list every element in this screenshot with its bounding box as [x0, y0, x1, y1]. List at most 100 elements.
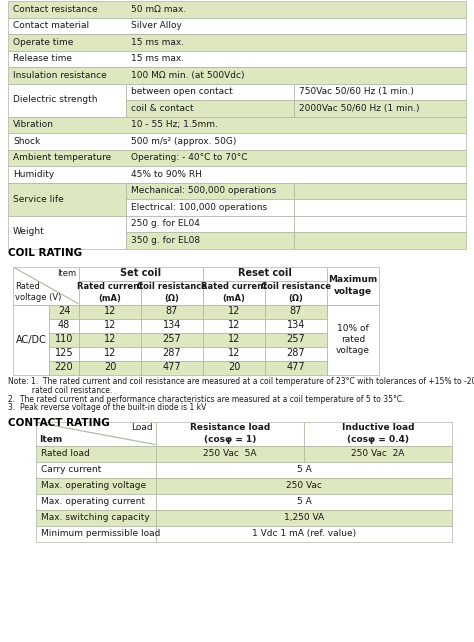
Text: 257: 257 — [163, 334, 182, 345]
Bar — [36, 494, 156, 510]
Text: 12: 12 — [104, 349, 116, 358]
Text: 5 A: 5 A — [297, 497, 311, 506]
Text: Maximum
voltage: Maximum voltage — [328, 275, 378, 295]
Text: 477: 477 — [287, 363, 305, 372]
Bar — [79, 266, 203, 281]
Text: Minimum permissible load: Minimum permissible load — [41, 529, 160, 538]
Bar — [141, 281, 203, 304]
Text: Insulation resistance: Insulation resistance — [13, 71, 107, 80]
Text: 12: 12 — [228, 334, 240, 345]
Bar — [49, 304, 79, 318]
Text: 250 Vac  2A: 250 Vac 2A — [351, 449, 405, 458]
Bar — [8, 182, 126, 216]
Text: Operate time: Operate time — [13, 38, 73, 47]
Text: 10 - 55 Hz; 1.5mm.: 10 - 55 Hz; 1.5mm. — [131, 120, 218, 129]
Bar — [8, 150, 466, 166]
Text: 477: 477 — [163, 363, 182, 372]
Text: 750Vac 50/60 Hz (1 min.): 750Vac 50/60 Hz (1 min.) — [299, 87, 414, 96]
Text: 134: 134 — [163, 320, 181, 331]
Bar — [265, 281, 327, 304]
Bar — [294, 216, 466, 232]
Text: 12: 12 — [104, 334, 116, 345]
Text: Max. operating voltage: Max. operating voltage — [41, 481, 146, 490]
Text: CONTACT RATING: CONTACT RATING — [8, 417, 110, 428]
Bar — [265, 304, 327, 318]
Text: 1,250 VA: 1,250 VA — [284, 513, 324, 522]
Text: Resistance load
(cosφ = 1): Resistance load (cosφ = 1) — [190, 424, 270, 444]
Bar — [203, 333, 265, 347]
Bar — [126, 182, 294, 199]
Text: Note: 1.  The rated current and coil resistance are measured at a coil temperatu: Note: 1. The rated current and coil resi… — [8, 377, 474, 386]
Bar — [126, 100, 294, 116]
Text: 12: 12 — [228, 320, 240, 331]
Bar — [203, 361, 265, 374]
Text: 12: 12 — [104, 320, 116, 331]
Bar — [79, 361, 141, 374]
Text: Mechanical: 500,000 operations: Mechanical: 500,000 operations — [131, 186, 276, 195]
Bar — [36, 422, 156, 446]
Text: 24: 24 — [58, 306, 70, 317]
Bar — [49, 333, 79, 347]
Text: AC/DC: AC/DC — [16, 334, 46, 345]
Text: Humidity: Humidity — [13, 169, 54, 178]
Text: 5 A: 5 A — [297, 465, 311, 474]
Bar — [294, 232, 466, 248]
Bar — [156, 446, 304, 462]
Text: 15 ms max.: 15 ms max. — [131, 55, 184, 64]
Bar — [126, 232, 294, 248]
Bar — [8, 67, 466, 83]
Bar — [36, 446, 156, 462]
Bar — [79, 281, 141, 304]
Text: 12: 12 — [228, 349, 240, 358]
Bar — [79, 318, 141, 333]
Text: 125: 125 — [55, 349, 73, 358]
Text: 2000Vac 50/60 Hz (1 min.): 2000Vac 50/60 Hz (1 min.) — [299, 104, 419, 113]
Text: 110: 110 — [55, 334, 73, 345]
Bar — [156, 478, 452, 494]
Text: Max. operating current: Max. operating current — [41, 497, 145, 506]
Text: Release time: Release time — [13, 55, 72, 64]
Bar — [141, 361, 203, 374]
Text: 10% of
rated
voltage: 10% of rated voltage — [336, 324, 370, 355]
Bar — [156, 462, 452, 478]
Text: Set coil: Set coil — [120, 268, 162, 279]
Bar — [8, 1, 466, 17]
Bar — [265, 333, 327, 347]
Text: Item: Item — [39, 435, 62, 444]
Text: Inductive load
(cosφ = 0.4): Inductive load (cosφ = 0.4) — [342, 424, 414, 444]
Text: 12: 12 — [228, 306, 240, 317]
Text: Silver Alloy: Silver Alloy — [131, 21, 182, 30]
Text: Max. switching capacity: Max. switching capacity — [41, 513, 150, 522]
Text: Electrical: 100,000 operations: Electrical: 100,000 operations — [131, 203, 267, 212]
Text: 250 Vac: 250 Vac — [286, 481, 322, 490]
Bar — [141, 347, 203, 361]
Text: Rated
voltage (V): Rated voltage (V) — [15, 282, 61, 302]
Bar — [36, 478, 156, 494]
Bar — [126, 83, 294, 100]
Bar — [203, 347, 265, 361]
Text: Load: Load — [131, 424, 153, 433]
Text: Ambient temperature: Ambient temperature — [13, 153, 111, 162]
Bar — [265, 361, 327, 374]
Bar — [294, 199, 466, 216]
Bar — [8, 216, 126, 248]
Text: 20: 20 — [228, 363, 240, 372]
Bar — [8, 133, 466, 150]
Bar — [304, 422, 452, 446]
Bar — [203, 266, 327, 281]
Text: 250 Vac  5A: 250 Vac 5A — [203, 449, 257, 458]
Text: 87: 87 — [166, 306, 178, 317]
Bar — [36, 526, 156, 541]
Bar — [141, 304, 203, 318]
Bar — [203, 318, 265, 333]
Text: Vibration: Vibration — [13, 120, 54, 129]
Bar — [8, 51, 466, 67]
Bar — [203, 281, 265, 304]
Text: Shock: Shock — [13, 137, 40, 146]
Bar — [79, 304, 141, 318]
Text: rated coil resistance.: rated coil resistance. — [8, 386, 112, 395]
Text: 220: 220 — [55, 363, 73, 372]
Bar — [126, 216, 294, 232]
Text: Rated load: Rated load — [41, 449, 90, 458]
Bar — [8, 17, 466, 34]
